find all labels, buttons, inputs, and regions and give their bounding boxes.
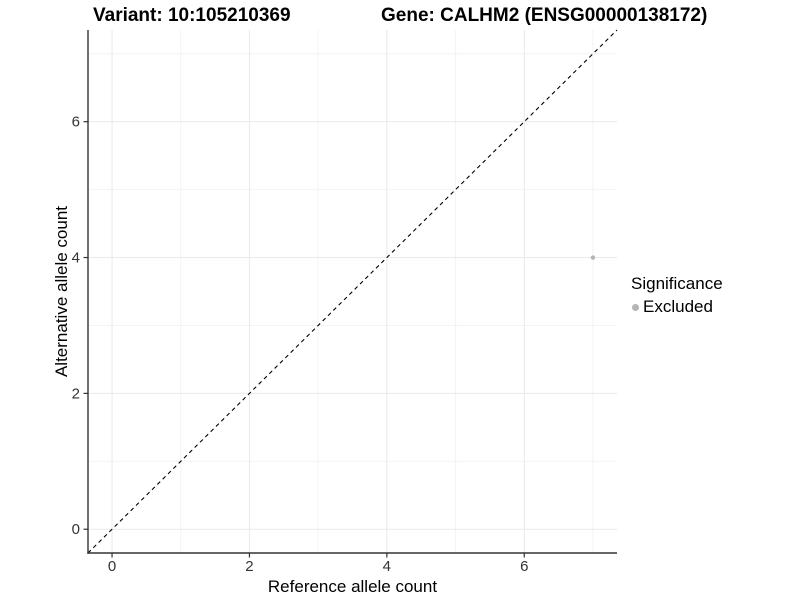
data-point (590, 255, 596, 260)
x-tick-label: 6 (520, 558, 528, 575)
y-tick-label: 4 (72, 250, 80, 267)
legend: Significance Excluded (631, 274, 723, 317)
identity-reference-line (87, 29, 618, 554)
plot-title-variant: Variant: 10:105210369 (93, 5, 291, 26)
y-axis-title-wrap: Alternative allele count (50, 0, 74, 583)
y-tick-label: 2 (72, 385, 80, 402)
x-tick-label: 4 (383, 558, 391, 575)
legend-item-excluded: Excluded (632, 297, 723, 317)
x-tick-label: 0 (108, 558, 116, 575)
excluded-point-swatch-icon (632, 303, 639, 311)
y-axis-title: Alternative allele count (52, 205, 71, 378)
y-tick-label: 6 (72, 114, 80, 131)
y-tick-label: 0 (72, 521, 80, 538)
legend-item-label: Excluded (643, 297, 713, 316)
x-axis-title: Reference allele count (267, 577, 438, 596)
legend-title: Significance (631, 274, 723, 293)
x-tick-label: 2 (245, 558, 253, 575)
plot-title-gene: Gene: CALHM2 (ENSG00000138172) (381, 5, 708, 26)
